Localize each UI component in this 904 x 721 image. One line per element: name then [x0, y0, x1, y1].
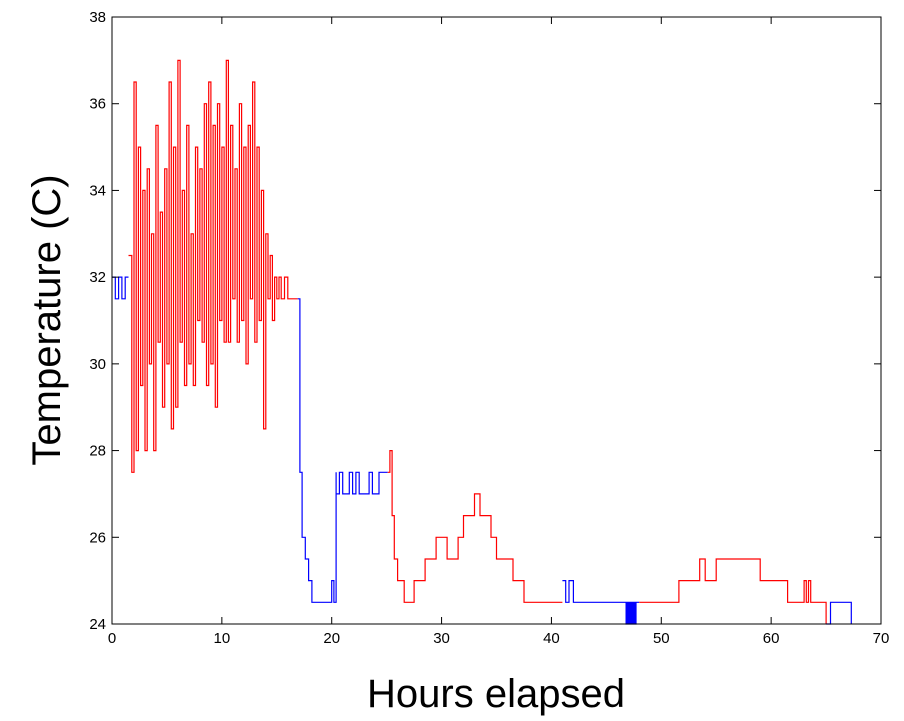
- x-axis-title: Hours elapsed: [367, 672, 625, 716]
- series-line-heating-0: [128, 59, 298, 473]
- y-tick-label: 34: [89, 182, 106, 199]
- x-tick-label: 30: [433, 630, 450, 647]
- x-tick-label: 70: [873, 630, 890, 647]
- y-tick-label: 32: [89, 269, 106, 286]
- x-tick-label: 0: [108, 630, 116, 647]
- plot-background: [112, 17, 881, 624]
- series-line-cooling-2: [336, 471, 388, 495]
- y-tick-label: 24: [89, 616, 106, 633]
- series-line-cooling-1: [297, 298, 337, 603]
- y-axis-title: Temperature (C): [25, 174, 69, 465]
- y-tick-label: 38: [89, 9, 106, 26]
- x-tick-label: 40: [543, 630, 560, 647]
- x-tick-label: 50: [653, 630, 670, 647]
- series-layer: [112, 59, 852, 625]
- series-line-cooling-6: [826, 601, 852, 625]
- tick-layer: 0 10 20 30 40 50 60 70 24 26 28 30 32 34 36 38: [89, 9, 889, 647]
- y-tick-label: 30: [89, 356, 106, 373]
- x-tick-label: 60: [763, 630, 780, 647]
- x-tick-label: 10: [214, 630, 231, 647]
- y-tick-label: 26: [89, 529, 106, 546]
- x-tick-label: 20: [323, 630, 340, 647]
- y-tick-label: 28: [89, 443, 106, 460]
- series-line-cooling-7: [112, 276, 129, 300]
- plot-frame: [111, 16, 882, 625]
- series-line-cooling-4: [562, 580, 640, 625]
- series-line-heating-5: [639, 558, 827, 624]
- series-line-heating-3: [387, 450, 563, 603]
- y-tick-label: 36: [89, 96, 106, 113]
